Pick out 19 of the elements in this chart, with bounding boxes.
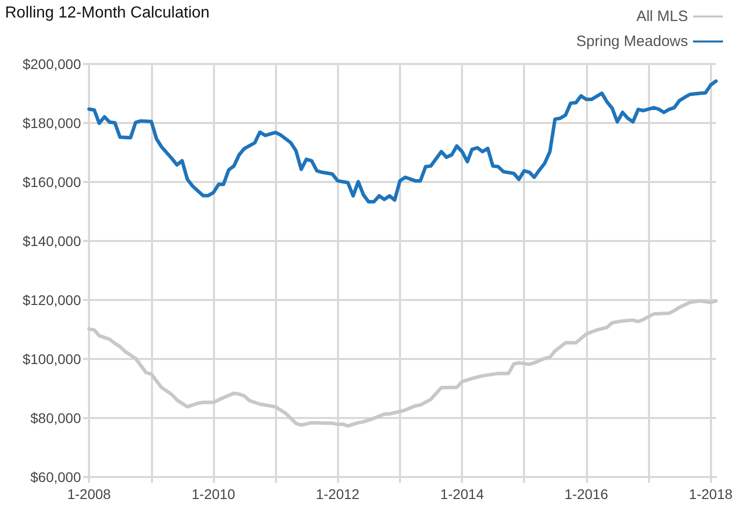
- y-tick-label: $120,000: [22, 292, 82, 308]
- x-tick-label: 1-2008: [67, 486, 112, 502]
- y-tick-label: $200,000: [22, 56, 82, 72]
- x-tick-label: 1-2018: [688, 486, 733, 502]
- line-series: [87, 299, 718, 428]
- x-tick-label: 1-2012: [316, 486, 360, 502]
- y-tick-label: $60,000: [30, 469, 82, 485]
- legend-label: Spring Meadows: [576, 33, 688, 50]
- x-tick-label: 1-2016: [564, 486, 608, 502]
- y-tick-label: $160,000: [22, 174, 82, 190]
- y-tick-label: $80,000: [30, 410, 82, 426]
- legend-label: All MLS: [636, 8, 688, 25]
- y-tick-label: $180,000: [22, 115, 82, 131]
- x-tick-label: 1-2014: [440, 486, 484, 502]
- y-tick-label: $140,000: [22, 233, 82, 249]
- line-series: [87, 79, 718, 204]
- x-tick-label: 1-2010: [192, 486, 236, 502]
- chart-title: Rolling 12-Month Calculation: [5, 4, 210, 22]
- y-tick-label: $100,000: [22, 351, 82, 367]
